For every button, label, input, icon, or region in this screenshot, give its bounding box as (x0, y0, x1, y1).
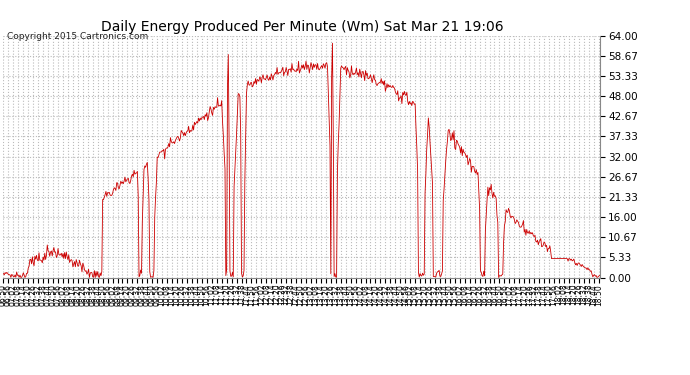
Text: Copyright 2015 Cartronics.com: Copyright 2015 Cartronics.com (7, 32, 148, 41)
Title: Daily Energy Produced Per Minute (Wm) Sat Mar 21 19:06: Daily Energy Produced Per Minute (Wm) Sa… (101, 21, 503, 34)
